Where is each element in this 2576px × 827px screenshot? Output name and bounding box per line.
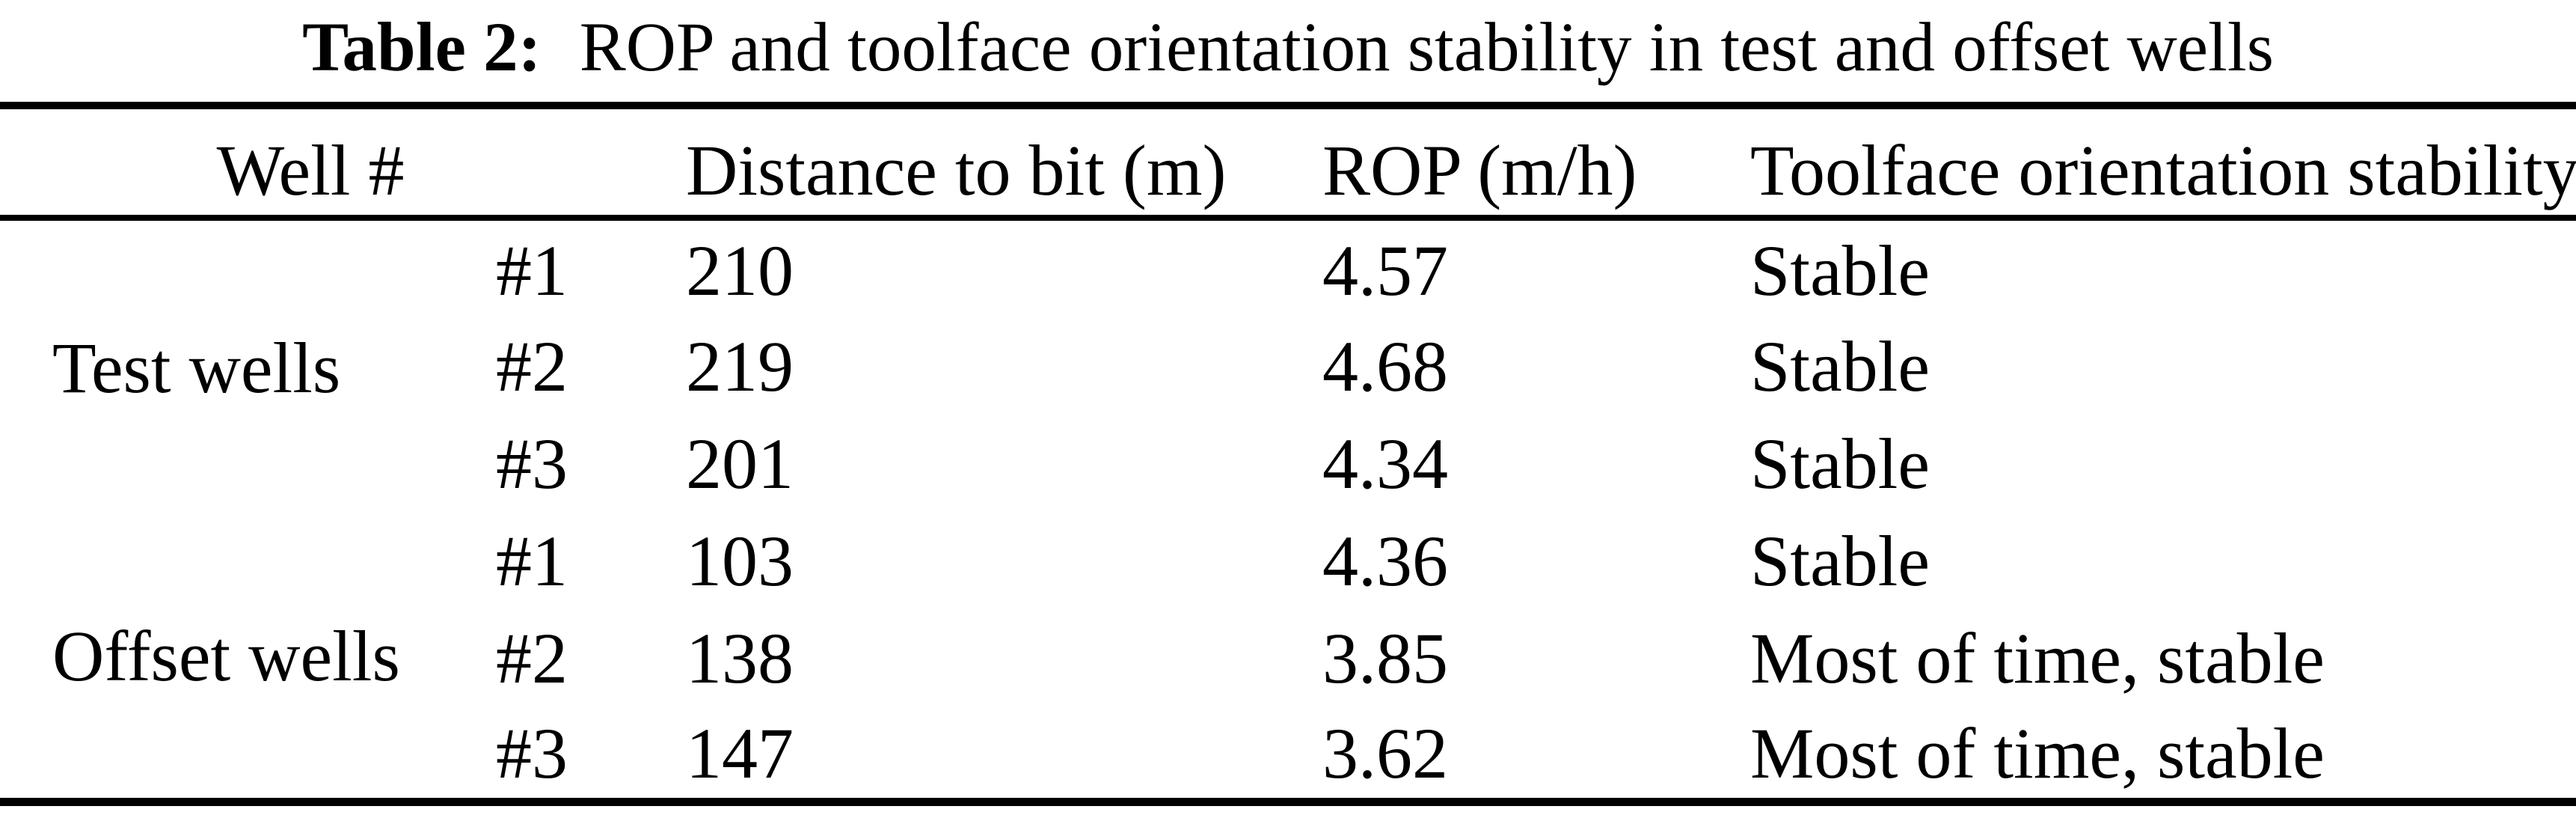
stability-cell: Stable [1750,520,1930,601]
table-row: Test wells #1 210 4.57 Stable [0,218,2576,408]
column-header-distance: Distance to bit (m) [686,130,1227,211]
table-caption: Table 2: ROP and toolface orientation sta… [0,4,2576,91]
table-row: #2 138 3.85 Most of time, stable [0,607,2576,704]
table-caption-text: ROP and toolface orientation stability i… [579,9,2274,86]
column-header-stability: Toolface orientation stability [1750,130,2576,211]
stability-cell: Most of time, stable [1750,617,2325,698]
distance-cell: 219 [686,326,794,406]
well-number-cell: #1 [496,520,568,601]
well-number-cell: #2 [496,617,568,698]
distance-cell: 147 [686,713,794,793]
table-caption-number: Table 2: [302,9,542,86]
table-body: Test wells #1 210 4.57 Stable #2 219 4.6… [0,218,2576,802]
well-number-cell: #3 [496,713,568,793]
table-row: #2 219 4.68 Stable [0,315,2576,412]
stability-cell: Stable [1750,230,1930,311]
distance-cell: 210 [686,230,794,311]
stability-cell: Most of time, stable [1750,713,2325,793]
stability-cell: Stable [1750,326,1930,406]
row-group-label-offset-wells: Offset wells [52,616,400,696]
header-row: Well # Distance to bit (m) ROP (m/h) Too… [0,106,2576,218]
table-row: Offset wells #1 103 4.36 Stable [0,510,2576,696]
well-number-cell: #3 [496,423,568,504]
data-table: Well # Distance to bit (m) ROP (m/h) Too… [0,102,2576,806]
rop-cell: 4.68 [1322,326,1448,406]
column-header-well: Well # [216,130,405,211]
table-row: #3 147 3.62 Most of time, stable [0,704,2576,802]
rop-cell: 3.62 [1322,713,1448,793]
table-row: #3 201 4.34 Stable [0,412,2576,510]
rop-cell: 4.57 [1322,230,1448,311]
distance-cell: 138 [686,617,794,698]
well-number-cell: #2 [496,326,568,406]
stability-cell: Stable [1750,423,1930,504]
row-group-label-test-wells: Test wells [52,327,341,408]
column-header-rop: ROP (m/h) [1322,130,1637,211]
rop-cell: 4.34 [1322,423,1448,504]
rop-cell: 4.36 [1322,520,1448,601]
rop-cell: 3.85 [1322,617,1448,698]
distance-cell: 201 [686,423,794,504]
distance-cell: 103 [686,520,794,601]
table-header: Well # Distance to bit (m) ROP (m/h) Too… [0,106,2576,219]
well-number-cell: #1 [496,230,568,311]
